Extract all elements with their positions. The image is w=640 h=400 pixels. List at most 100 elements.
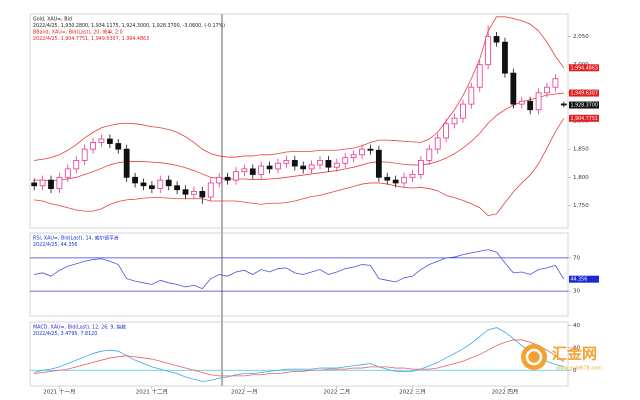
price-tag-label: 1,904.7751 <box>571 116 598 122</box>
panel-frame <box>29 232 569 317</box>
candle-body <box>258 165 265 175</box>
watermark-icon-ring <box>525 348 543 366</box>
candle-body <box>468 86 475 105</box>
price-tag-label: 44.356 <box>571 277 588 283</box>
candle-body <box>560 103 567 106</box>
candle-body <box>182 189 189 195</box>
watermark: 汇金网 www.gold678.com <box>521 344 602 372</box>
candle-body <box>216 176 223 184</box>
legend-line: 2022/4/25, 1,930.2800, 1,934.1175, 1,924… <box>33 23 225 29</box>
candle-body <box>233 171 239 181</box>
candle-body <box>191 190 197 195</box>
candle-body <box>241 168 248 173</box>
candle-body <box>359 148 365 156</box>
y-tick-label: 1,800 <box>573 175 589 181</box>
y-tick-label: 1,850 <box>573 147 589 153</box>
watermark-name: 汇金网 <box>552 345 597 363</box>
legend-line: RSI, XAU=, Bid(Last), 14, 威尔德平滑 <box>33 235 119 242</box>
candle-body <box>417 160 424 175</box>
price-tag-label: 1,994.4863 <box>571 65 598 71</box>
price-tag-label: 1,928.3700 <box>571 103 598 109</box>
candle-body <box>224 176 231 181</box>
candle-body <box>291 160 298 167</box>
series-line <box>34 327 564 382</box>
candle-body <box>73 160 80 170</box>
candle-body <box>308 164 315 170</box>
candle-body <box>174 185 181 191</box>
legend-line: Gold, XAU=, Bid <box>33 17 72 23</box>
candle-body <box>140 182 147 187</box>
candle-body <box>426 148 433 161</box>
candle-body <box>527 100 534 111</box>
candle-body <box>31 182 38 187</box>
candle-body <box>325 160 332 168</box>
candle-body <box>317 160 323 166</box>
legend-line: 2022/4/25, 44.356 <box>33 242 77 248</box>
candle-body <box>275 162 281 170</box>
series-line <box>34 118 565 217</box>
candle-body <box>535 92 542 111</box>
candle-body <box>552 78 559 88</box>
watermark-url: www.gold678.com <box>556 366 602 372</box>
candle-body <box>367 148 374 151</box>
watermark-icon <box>521 344 547 370</box>
price-tag <box>569 275 599 283</box>
candle-body <box>283 160 290 164</box>
candle-body <box>451 117 458 125</box>
series-line <box>34 92 564 182</box>
y-tick-label: 40 <box>573 323 580 329</box>
candle-body <box>56 176 63 189</box>
candle-body <box>375 149 382 178</box>
candle-body <box>81 148 88 161</box>
x-tick-label: 2022 一月 <box>231 389 258 396</box>
candle-body <box>249 168 256 175</box>
x-tick-label: 2021 十二月 <box>136 388 168 396</box>
series-line <box>34 16 565 161</box>
candle-body <box>392 179 399 184</box>
candle-body <box>434 137 441 150</box>
candle-body <box>401 176 407 184</box>
y-tick-label: 30 <box>573 289 580 295</box>
x-tick-label: 2022 四月 <box>492 389 519 396</box>
legend-line: BBand, XAU=, Bid(Last), 20, 简单, 2.0 <box>33 29 123 36</box>
price-tag <box>569 89 599 97</box>
candle-body <box>502 41 508 74</box>
candle-body <box>300 165 307 170</box>
candle-body <box>199 190 206 198</box>
panel-frame <box>29 321 569 387</box>
candle-body <box>493 36 500 43</box>
candle-body <box>106 138 113 144</box>
candle-body <box>518 100 525 105</box>
series-line <box>34 339 565 377</box>
candle-body <box>342 157 349 164</box>
candle-body <box>148 185 155 189</box>
candle-body <box>460 103 466 119</box>
price-tag <box>569 64 599 72</box>
candle-body <box>123 148 130 178</box>
candle-body <box>207 182 214 198</box>
candle-body <box>266 165 273 170</box>
candle-body <box>510 72 517 105</box>
price-tag <box>569 114 599 122</box>
candle-body <box>384 176 391 181</box>
y-tick-label: 70 <box>573 255 580 261</box>
legend-line: 2022/4/25, 3.4795, 7.8120 <box>33 331 97 337</box>
x-tick-label: 2022 二月 <box>323 389 350 396</box>
price-tag <box>569 101 599 109</box>
y-tick-label: 1,750 <box>573 203 589 209</box>
candle-body <box>48 179 54 189</box>
price-tag-label: 1,949.6307 <box>571 91 598 97</box>
candle-body <box>409 174 416 178</box>
candle-body <box>544 86 550 94</box>
candle-body <box>132 176 138 184</box>
candle-body <box>333 162 340 168</box>
y-tick-label: 2,050 <box>573 34 589 40</box>
legend-line: MACD, XAU=, Bid(Last), 12, 26, 9, 指数 <box>33 324 126 331</box>
candle-body <box>443 123 450 139</box>
y-tick-label: 0 <box>573 368 577 374</box>
candle-body <box>485 36 492 66</box>
x-tick-label: 2022 三月 <box>399 389 426 396</box>
